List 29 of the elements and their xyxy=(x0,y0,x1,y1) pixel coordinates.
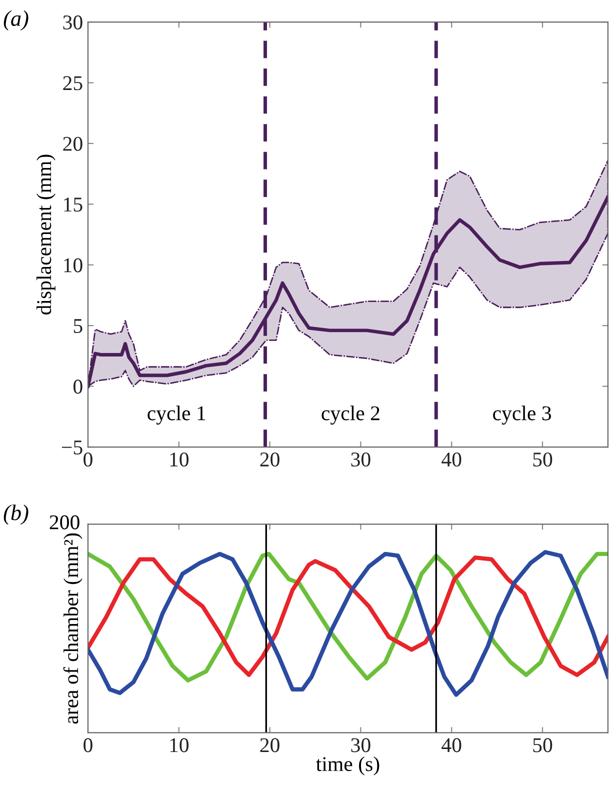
y-tick-label: 10 xyxy=(64,258,82,272)
y-tick-label: 30 xyxy=(63,15,82,30)
chart-title: (b) xyxy=(4,504,28,525)
y-axis-title: area of chamber (mm²) xyxy=(63,533,82,724)
text: 200 xyxy=(50,515,80,530)
y-tick-label: 25 xyxy=(63,76,82,90)
x-tick-label: 0 xyxy=(84,452,92,467)
annotation: cycle 2 xyxy=(322,406,380,425)
y-tick-label: −5 xyxy=(62,440,82,454)
x-tick-label: 10 xyxy=(170,738,189,752)
annotation: cycle 1 xyxy=(148,406,206,425)
x-tick-label: 10 xyxy=(170,452,189,467)
x-tick-label: 20 xyxy=(260,452,280,467)
chart-title: (a) xyxy=(4,10,28,31)
x-tick-label: 20 xyxy=(260,738,280,752)
x-tick-label: 40 xyxy=(442,738,462,752)
x-axis-title: time (s) xyxy=(316,756,380,776)
x-tick-label: 50 xyxy=(533,738,552,752)
x-tick-label: 0 xyxy=(84,738,92,752)
x-tick-label: 40 xyxy=(442,452,462,467)
annotation: cycle 3 xyxy=(493,406,552,425)
y-axis-title: displacement (mm) xyxy=(36,154,56,314)
x-tick-label: 30 xyxy=(351,738,370,752)
y-tick-label: 20 xyxy=(63,136,82,151)
y-tick-label: 15 xyxy=(64,198,82,212)
x-tick-label: 50 xyxy=(533,452,552,467)
x-tick-label: 30 xyxy=(351,452,370,467)
y-tick-label: 5 xyxy=(74,319,82,334)
y-tick-label: 0 xyxy=(74,380,82,394)
